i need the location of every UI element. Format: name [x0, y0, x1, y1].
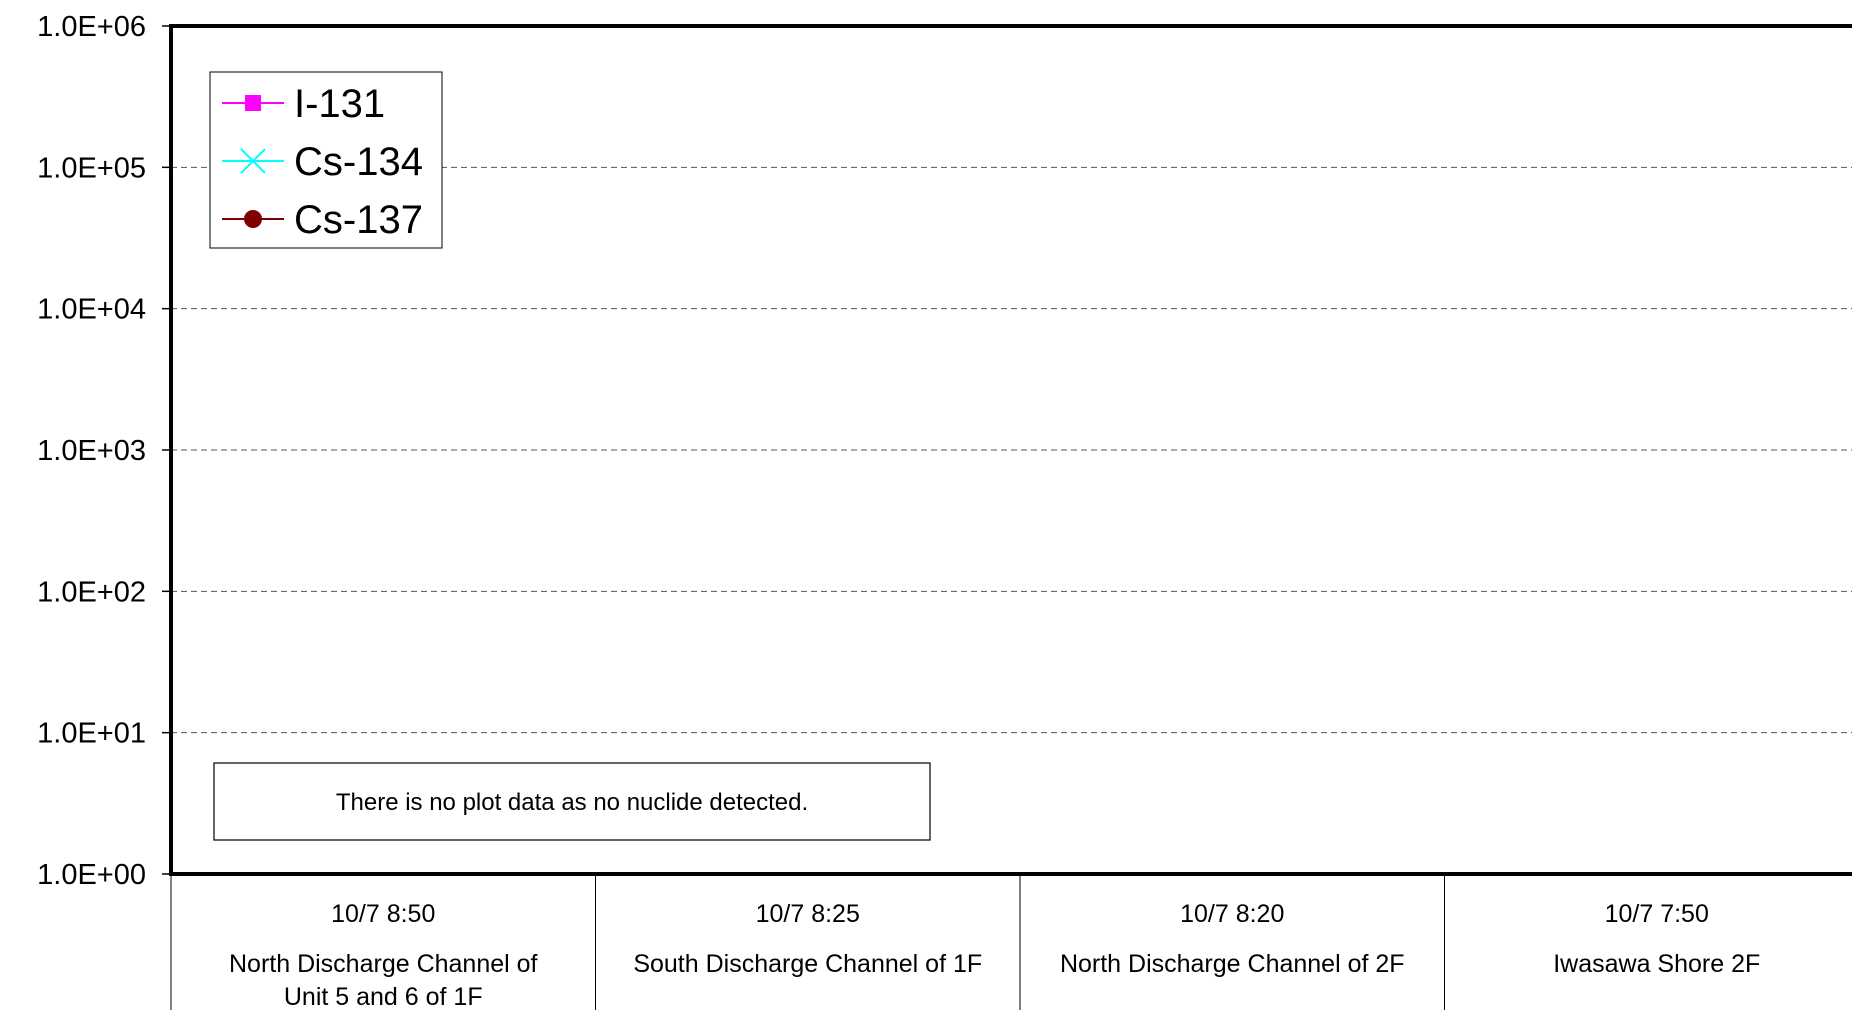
y-tick-label: 1.0E+04: [37, 294, 146, 326]
y-tick-label: 1.0E+05: [37, 152, 146, 184]
legend-label: Cs-137: [294, 198, 423, 242]
x-category-location: South Discharge Channel of 1F: [633, 950, 982, 978]
legend-marker-x: [240, 148, 266, 174]
x-category-location: Unit 5 and 6 of 1F: [284, 983, 483, 1010]
x-category-date: 10/7 8:20: [1180, 900, 1284, 928]
legend-marker-circle: [244, 210, 262, 228]
x-category-date: 10/7 8:50: [331, 900, 435, 928]
x-category-location: North Discharge Channel of: [229, 950, 538, 978]
legend-label: I-131: [294, 82, 385, 126]
legend-entry: Cs-134: [222, 140, 423, 184]
y-tick-label: 1.0E+01: [37, 718, 146, 750]
legend-label: Cs-134: [294, 140, 423, 184]
y-tick-label: 1.0E+00: [37, 859, 146, 891]
legend-marker-square: [245, 95, 261, 111]
x-category-date: 10/7 8:25: [756, 900, 860, 928]
y-tick-label: 1.0E+02: [37, 576, 146, 608]
x-category-location: Iwasawa Shore 2F: [1553, 950, 1760, 978]
x-category-location: North Discharge Channel of 2F: [1060, 950, 1405, 978]
plot-area-frame: [169, 24, 1852, 876]
legend-entry: I-131: [222, 82, 385, 126]
annotation-box: [213, 762, 931, 841]
legend: I-131 Cs-134 Cs-137: [209, 71, 443, 249]
y-tick-label: 1.0E+06: [37, 11, 146, 43]
x-category-date: 10/7 7:50: [1605, 900, 1709, 928]
no-data-annotation: There is no plot data as no nuclide dete…: [213, 762, 931, 841]
annotation-text: There is no plot data as no nuclide dete…: [336, 789, 808, 816]
gridlines: [171, 166, 1852, 734]
x-axis-category-area: 10/7 8:50 North Discharge Channel of Unit …: [170, 874, 1760, 1011]
y-tick-label: 1.0E+03: [37, 435, 146, 467]
legend-entry: Cs-137: [222, 198, 423, 242]
y-axis-ticks: 1.0E+00 1.0E+01 1.0E+02 1.0E+03 1.0E+04 1.0E+…: [37, 11, 171, 891]
